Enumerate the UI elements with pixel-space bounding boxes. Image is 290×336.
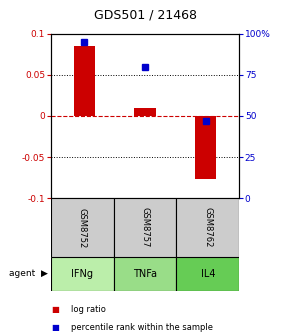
Bar	[176, 257, 239, 291]
Text: GDS501 / 21468: GDS501 / 21468	[93, 8, 197, 22]
Bar	[114, 257, 176, 291]
Text: GSM8757: GSM8757	[140, 207, 150, 248]
Text: agent  ▶: agent ▶	[9, 269, 48, 278]
Bar	[51, 257, 114, 291]
Bar	[74, 46, 95, 116]
Text: GSM8752: GSM8752	[78, 208, 87, 248]
Text: ■: ■	[51, 305, 59, 314]
Bar	[51, 198, 114, 257]
Bar	[114, 198, 176, 257]
Text: log ratio: log ratio	[71, 305, 106, 314]
Text: ■: ■	[51, 323, 59, 332]
Text: IL4: IL4	[201, 269, 215, 279]
Text: percentile rank within the sample: percentile rank within the sample	[71, 323, 213, 332]
Text: TNFa: TNFa	[133, 269, 157, 279]
Bar	[134, 108, 156, 116]
Text: GSM8762: GSM8762	[203, 207, 212, 248]
Bar	[195, 116, 216, 179]
Bar	[176, 198, 239, 257]
Text: IFNg: IFNg	[71, 269, 93, 279]
